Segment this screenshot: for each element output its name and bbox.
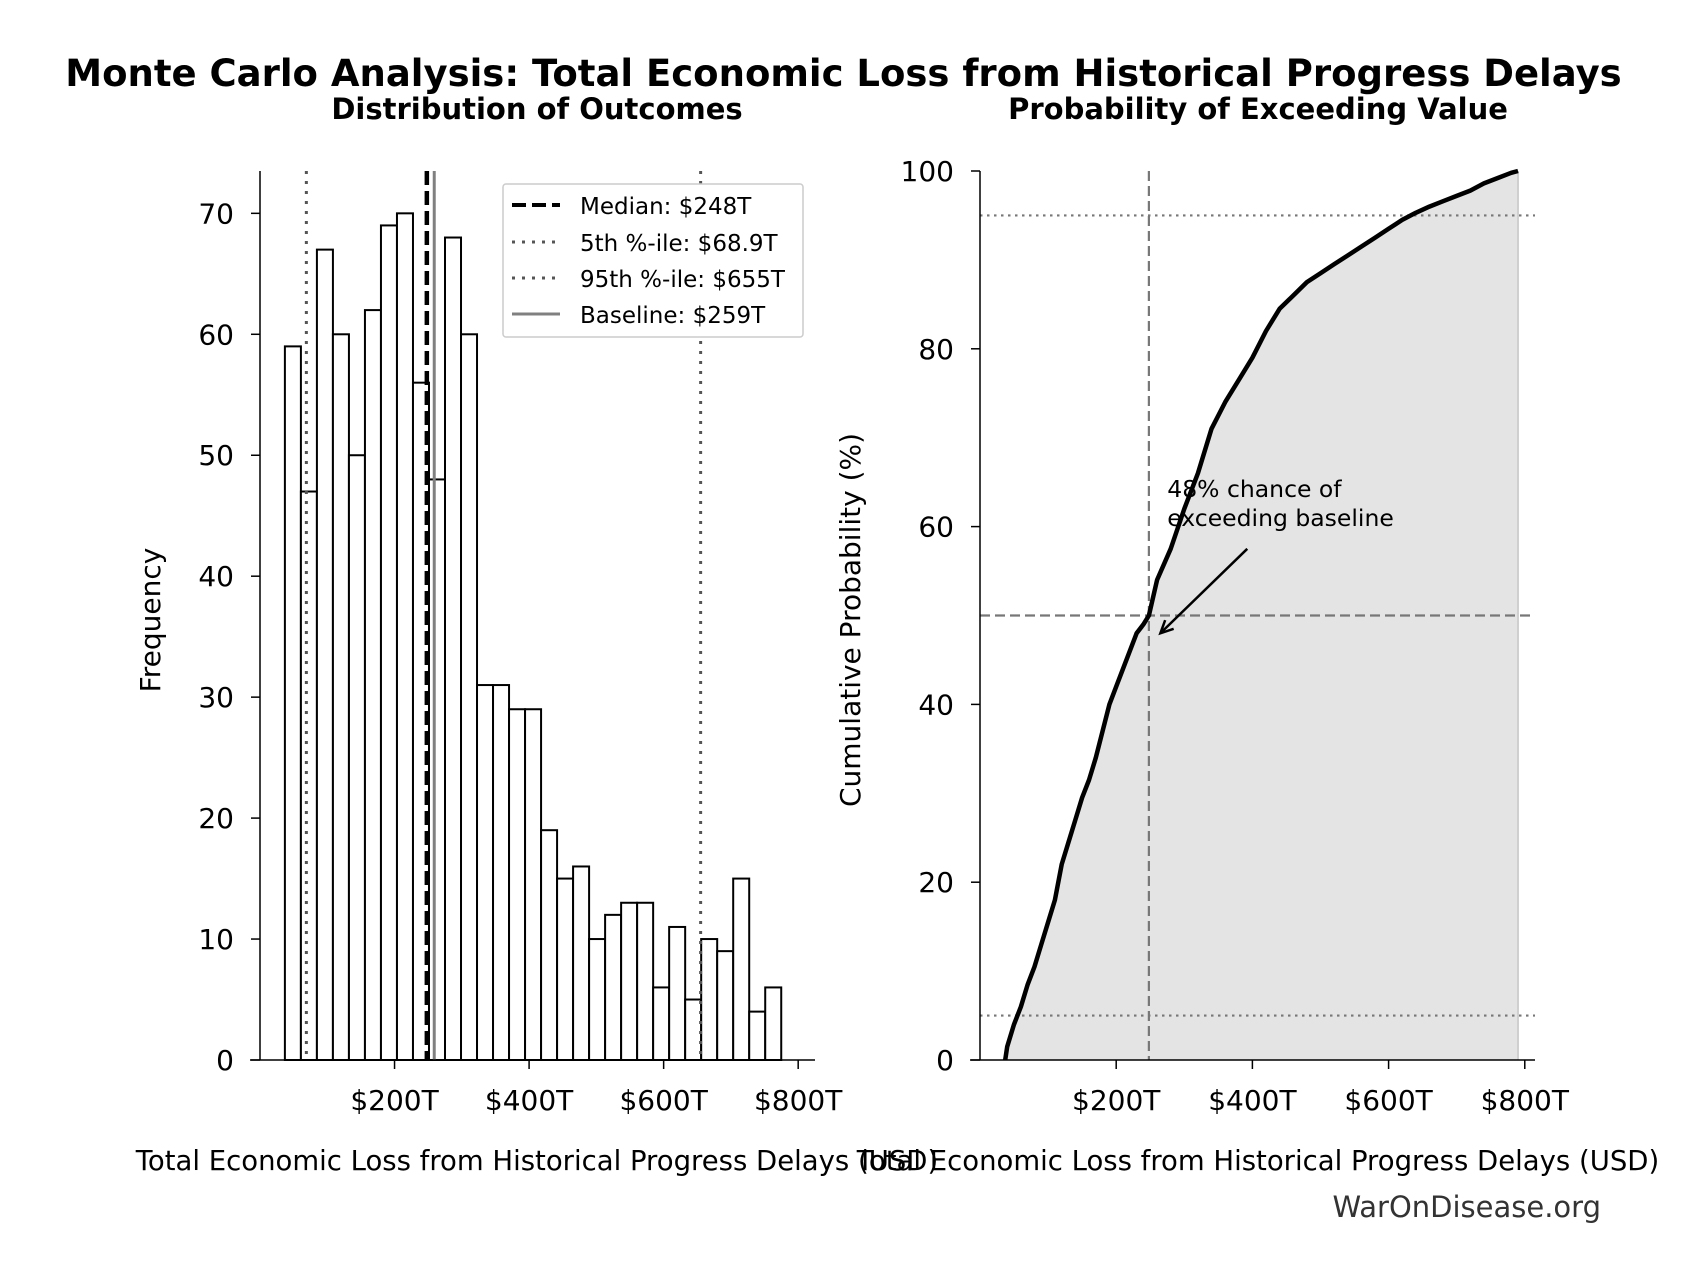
y-tick-label: 40 (198, 560, 234, 593)
x-tick-label: $200T (350, 1084, 439, 1117)
histogram-bar (540, 829, 559, 1062)
x-tick-label: $400T (485, 1084, 574, 1117)
histogram-bar (620, 901, 639, 1061)
histogram-bar (427, 478, 447, 1061)
legend-label-p95: 95th %-ile: $655T (580, 267, 786, 293)
x-tick-label: $600T (1344, 1084, 1433, 1117)
x-tick-label: $400T (1208, 1084, 1297, 1117)
y-tick-label: 0 (216, 1044, 234, 1077)
histogram-bar (668, 925, 687, 1062)
histogram-bar (379, 224, 398, 1061)
legend-label-baseline: Baseline: $259T (580, 303, 766, 329)
histogram-title: Distribution of Outcomes (331, 92, 742, 126)
cdf-annotation: 48% chance of exceeding baseline (1158, 475, 1394, 636)
x-tick-label: $600T (619, 1084, 708, 1117)
cdf-y-ticks: 0 20 40 60 80 100 (901, 155, 980, 1077)
histogram-bar (331, 333, 350, 1061)
y-tick-label: 50 (198, 439, 234, 472)
histogram-bar (283, 345, 302, 1061)
y-tick-label: 60 (198, 318, 234, 351)
legend-frame (502, 183, 804, 338)
histogram-bar (476, 684, 495, 1061)
y-tick-label: 20 (918, 866, 954, 899)
histogram-bar (604, 913, 623, 1061)
x-tick-label: $800T (1481, 1084, 1570, 1117)
y-tick-label: 0 (936, 1044, 954, 1077)
cdf-x-ticks: $200T $400T $600T $800T (1072, 1060, 1570, 1117)
histogram-bar (444, 236, 463, 1061)
annotation-text: 48% chance of exceeding baseline (1167, 475, 1394, 532)
annotation-line-2: exceeding baseline (1167, 504, 1394, 532)
histogram-bars (283, 212, 783, 1062)
histogram-bar (636, 901, 655, 1061)
histogram-y-ticks: 0 10 20 30 40 50 60 70 (198, 197, 260, 1077)
histogram-bar (700, 938, 719, 1061)
histogram-bar (363, 309, 382, 1062)
annotation-arrow (1159, 547, 1249, 635)
annotation-arrowhead (1158, 619, 1175, 636)
histogram-x-ticks: $200T $400T $600T $800T (350, 1060, 843, 1117)
histogram-panel: Distribution of Outcomes 0 10 20 30 40 50 60 70… (134, 92, 938, 1177)
histogram-bar (732, 877, 751, 1061)
histogram-bar (572, 865, 591, 1061)
histogram-bar (684, 998, 703, 1061)
histogram-y-label: Frequency (134, 548, 167, 693)
y-tick-label: 30 (198, 681, 234, 714)
histogram-bar (524, 708, 543, 1061)
histogram-bar (460, 333, 479, 1061)
cdf-panel: Probability of Exceeding Value 0 20 40 60 80… (834, 92, 1659, 1177)
histogram-bar (764, 986, 783, 1062)
histogram-reference-lines (304, 171, 703, 1060)
histogram-bar (492, 684, 511, 1061)
cdf-y-label: Cumulative Probability (%) (834, 433, 867, 807)
cdf-x-label: Total Economic Loss from Historical Prog… (856, 1145, 1659, 1177)
cdf-curve (1002, 168, 1519, 1061)
cdf-title: Probability of Exceeding Value (1008, 92, 1508, 126)
histogram-x-label: Total Economic Loss from Historical Prog… (135, 1145, 938, 1177)
legend-label-p5: 5th %-ile: $68.9T (580, 231, 779, 257)
x-tick-label: $200T (1072, 1084, 1161, 1117)
histogram-bar (652, 986, 671, 1062)
annotation-line-1: 48% chance of (1167, 475, 1342, 503)
cdf-fill-area (1005, 171, 1518, 1060)
y-tick-label: 80 (918, 333, 954, 366)
y-tick-label: 20 (198, 802, 234, 835)
figure-title: Monte Carlo Analysis: Total Economic Los… (65, 52, 1622, 95)
y-tick-label: 40 (918, 688, 954, 721)
histogram-bar (716, 950, 735, 1062)
histogram-bar (588, 938, 607, 1061)
y-tick-label: 100 (901, 155, 954, 188)
histogram-bar (748, 1010, 767, 1061)
histogram-bar (395, 212, 414, 1062)
histogram-bar (299, 490, 318, 1061)
y-tick-label: 60 (918, 511, 954, 544)
y-tick-label: 70 (198, 197, 234, 230)
histogram-bar (508, 708, 527, 1061)
histogram-bar (315, 248, 334, 1062)
legend-label-median: Median: $248T (580, 194, 752, 220)
y-tick-label: 10 (198, 923, 234, 956)
histogram-legend: Median: $248T 5th %-ile: $68.9T 95th %-i… (502, 183, 804, 338)
histogram-bar (556, 877, 575, 1061)
histogram-bar (347, 454, 366, 1061)
footer-credit: WarOnDisease.org (1332, 1190, 1601, 1224)
x-tick-label: $800T (754, 1084, 843, 1117)
